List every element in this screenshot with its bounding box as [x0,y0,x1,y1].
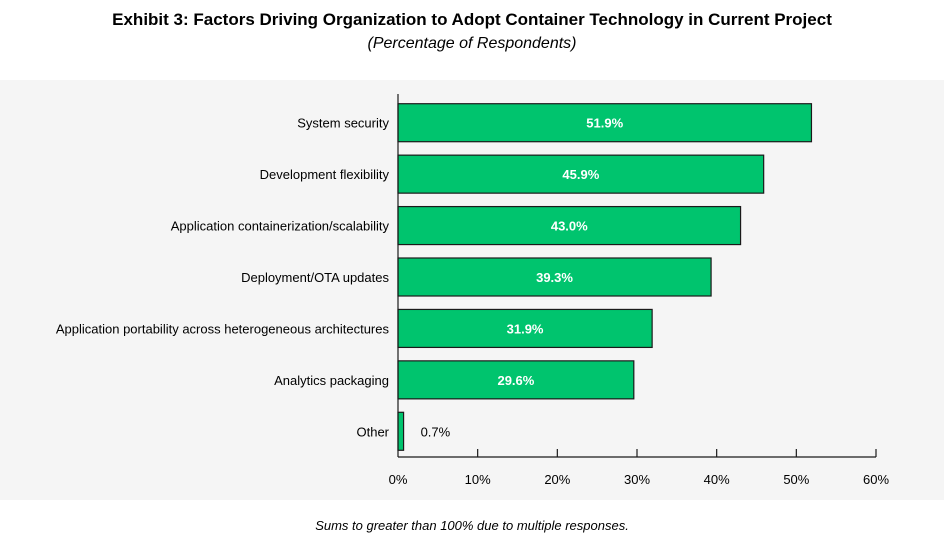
category-label: Application portability across heterogen… [56,321,390,336]
x-tick-label: 0% [389,472,408,487]
bar [397,411,405,451]
data-label: 43.0% [551,219,588,234]
bar [397,257,712,297]
category-label: Application containerization/scalability [171,219,390,234]
category-label: Development flexibility [260,167,390,182]
data-label: 29.6% [497,373,534,388]
x-tick-label: 40% [704,472,730,487]
bar [397,103,813,143]
category-label: System security [297,116,389,131]
x-tick-label: 20% [544,472,570,487]
chart-subtitle: (Percentage of Respondents) [367,35,577,52]
x-tick-label: 50% [783,472,809,487]
data-label: 51.9% [586,116,623,131]
x-tick-label: 10% [465,472,491,487]
chart-title: Exhibit 3: Factors Driving Organization … [112,10,832,29]
data-label: 39.3% [536,270,573,285]
bar [397,308,653,349]
chart-footnote: Sums to greater than 100% due to multipl… [315,518,629,533]
data-label: 45.9% [562,167,599,182]
category-label: Analytics packaging [274,373,389,388]
category-label: Deployment/OTA updates [241,270,389,285]
data-label: 0.7% [421,424,451,439]
x-tick-label: 30% [624,472,650,487]
bars-group: 51.9% 45.9% 43.0% 39.3% 31.9% 29.6% 0.7% [397,103,813,451]
data-label: 31.9% [507,321,544,336]
x-tick-label: 60% [863,472,889,487]
axes-group: System security Development flexibility Ap… [56,94,889,487]
category-label: Other [356,424,389,439]
bar [397,360,635,400]
